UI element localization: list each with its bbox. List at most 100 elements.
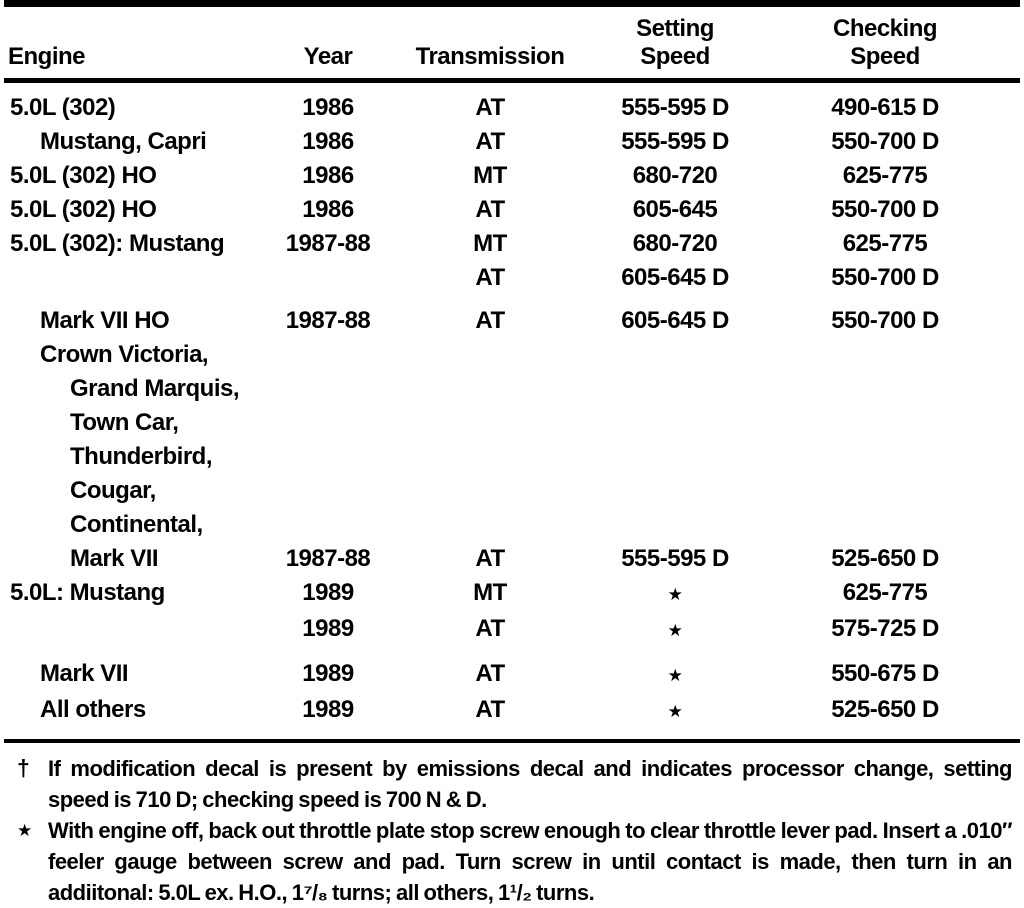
column-header-setting-speed: Setting Speed xyxy=(600,15,750,71)
checking-speed-cell: 575-725 D xyxy=(831,615,939,642)
checking-speed-cell: 490-615 D xyxy=(831,94,939,121)
engine-cell: Cougar, xyxy=(70,477,156,504)
engine-cell: 5.0L (302): Mustang xyxy=(10,230,225,257)
transmission-cell: AT xyxy=(475,545,505,572)
year-cell: 1986 xyxy=(302,162,354,189)
engine-cell: 5.0L: Mustang xyxy=(10,579,165,606)
year-cell: 1989 xyxy=(302,696,354,723)
table-row: 5.0L (302) HO 1986 AT 605-645 550-700 D xyxy=(4,193,1020,227)
column-header-transmission: Transmission xyxy=(380,43,600,71)
footnote-star: ★ With engine off, back out throttle pla… xyxy=(4,815,1013,908)
engine-cell: Mustang, Capri xyxy=(40,128,207,155)
setting-speed-cell: 555-595 D xyxy=(621,94,729,121)
transmission-cell: AT xyxy=(475,615,505,642)
engine-cell: 5.0L (302) HO xyxy=(10,162,157,189)
engine-cell: Crown Victoria, xyxy=(40,341,209,368)
column-header-setting-line2: Speed xyxy=(640,43,710,70)
table-row: Mark VII HO 1987-88 AT 605-645 D 550-700… xyxy=(4,304,1020,338)
year-cell: 1986 xyxy=(302,196,354,223)
footnote-star-text: With engine off, back out throttle plate… xyxy=(48,818,1013,905)
engine-cell: All others xyxy=(40,696,146,723)
table-row: All others 1989 AT ★ 525-650 D xyxy=(4,693,1020,729)
transmission-cell: AT xyxy=(475,660,505,687)
setting-speed-cell: 555-595 D xyxy=(621,128,729,155)
year-cell: 1987-88 xyxy=(285,230,371,257)
year-cell: 1989 xyxy=(302,615,354,642)
transmission-cell: MT xyxy=(473,579,507,606)
top-rule xyxy=(4,0,1020,7)
column-header-year: Year xyxy=(276,43,380,71)
setting-speed-footnote-star: ★ xyxy=(667,666,683,685)
checking-speed-cell: 550-675 D xyxy=(831,660,939,687)
table-body: 5.0L (302) 1986 AT 555-595 D 490-615 D M… xyxy=(4,83,1020,729)
setting-speed-cell: 605-645 D xyxy=(621,264,729,291)
engine-cell: Town Car, xyxy=(70,409,179,436)
year-cell: 1989 xyxy=(302,579,354,606)
table-header-row: Engine Year Transmission Setting Speed C… xyxy=(4,13,1020,83)
table-row: 5.0L: Mustang 1989 MT ★ 625-775 xyxy=(4,576,1020,612)
idle-speed-spec-table: Engine Year Transmission Setting Speed C… xyxy=(4,13,1020,743)
footnote-dagger-text: If modification decal is present by emis… xyxy=(48,756,1013,812)
engine-cell: Mark VII xyxy=(70,545,159,572)
engine-cell: 5.0L (302) HO xyxy=(10,196,157,223)
engine-cell: Grand Marquis, xyxy=(70,375,240,402)
table-row: AT 605-645 D 550-700 D xyxy=(4,261,1020,295)
engine-cell: Continental, xyxy=(70,511,203,538)
engine-cell: 5.0L (302) xyxy=(10,94,116,121)
transmission-cell: AT xyxy=(475,307,505,334)
setting-speed-cell: 680-720 xyxy=(632,162,718,189)
setting-speed-footnote-star: ★ xyxy=(667,621,683,640)
table-row: Mustang, Capri 1986 AT 555-595 D 550-700… xyxy=(4,125,1020,159)
checking-speed-cell: 625-775 xyxy=(842,230,928,257)
table-row: Thunderbird, xyxy=(4,440,1020,474)
year-cell: 1989 xyxy=(302,660,354,687)
column-header-engine: Engine xyxy=(4,43,276,71)
column-header-transmission-label: Transmission xyxy=(415,43,565,70)
footnote-dagger: † If modification decal is present by em… xyxy=(4,753,1013,815)
column-header-year-label: Year xyxy=(303,43,353,70)
table-row: Crown Victoria, xyxy=(4,338,1020,372)
transmission-cell: AT xyxy=(475,128,505,155)
checking-speed-cell: 550-700 D xyxy=(831,307,939,334)
transmission-cell: AT xyxy=(475,94,505,121)
table-row: Town Car, xyxy=(4,406,1020,440)
engine-cell: Mark VII xyxy=(40,660,129,687)
engine-cell: Thunderbird, xyxy=(70,443,212,470)
transmission-cell: MT xyxy=(473,162,507,189)
table-row: Cougar, xyxy=(4,474,1020,508)
setting-speed-cell: 555-595 D xyxy=(621,545,729,572)
table-row: Mark VII 1989 AT ★ 550-675 D xyxy=(4,657,1020,693)
dagger-icon: † xyxy=(17,755,30,781)
checking-speed-cell: 525-650 D xyxy=(831,696,939,723)
table-bottom-rule xyxy=(4,739,1020,743)
checking-speed-cell: 525-650 D xyxy=(831,545,939,572)
table-row: 5.0L (302) 1986 AT 555-595 D 490-615 D xyxy=(4,91,1020,125)
column-header-checking-speed: Checking Speed xyxy=(750,15,1020,71)
setting-speed-cell: 605-645 xyxy=(632,196,718,223)
setting-speed-footnote-star: ★ xyxy=(667,585,683,604)
spec-table-page: Engine Year Transmission Setting Speed C… xyxy=(4,0,1020,905)
setting-speed-footnote-star: ★ xyxy=(667,702,683,721)
table-row: Grand Marquis, xyxy=(4,372,1020,406)
transmission-cell: AT xyxy=(475,696,505,723)
setting-speed-cell: 680-720 xyxy=(632,230,718,257)
column-header-engine-label: Engine xyxy=(8,43,86,70)
transmission-cell: MT xyxy=(473,230,507,257)
table-row: 5.0L (302) HO 1986 MT 680-720 625-775 xyxy=(4,159,1020,193)
table-row: Mark VII 1987-88 AT 555-595 D 525-650 D xyxy=(4,542,1020,576)
table-row: 5.0L (302): Mustang 1987-88 MT 680-720 6… xyxy=(4,227,1020,261)
checking-speed-cell: 625-775 xyxy=(842,579,928,606)
table-row: 1989 AT ★ 575-725 D xyxy=(4,612,1020,648)
engine-cell: Mark VII HO xyxy=(40,307,170,334)
star-icon: ★ xyxy=(17,821,33,840)
column-header-checking-line2: Speed xyxy=(850,43,920,70)
year-cell: 1987-88 xyxy=(285,307,371,334)
column-header-checking-line1: Checking xyxy=(832,15,938,42)
footnotes-section: † If modification decal is present by em… xyxy=(4,743,1020,908)
checking-speed-cell: 625-775 xyxy=(842,162,928,189)
transmission-cell: AT xyxy=(475,264,505,291)
table-row: Continental, xyxy=(4,508,1020,542)
checking-speed-cell: 550-700 D xyxy=(831,128,939,155)
year-cell: 1987-88 xyxy=(285,545,371,572)
year-cell: 1986 xyxy=(302,128,354,155)
